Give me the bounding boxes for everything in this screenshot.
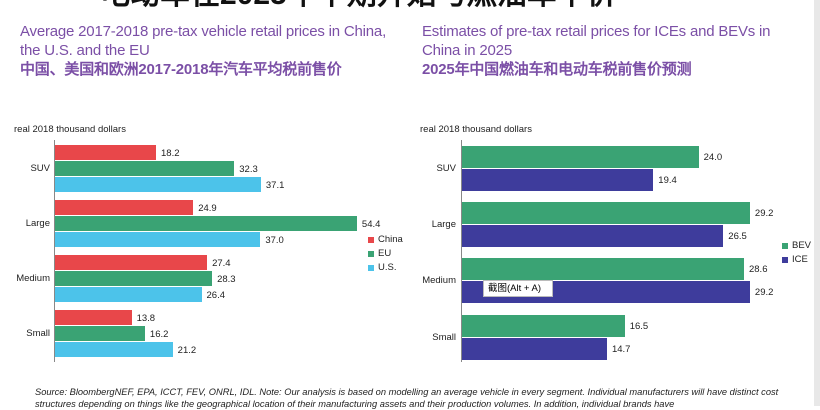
- title-en: Average 2017-2018 pre-tax vehicle retail…: [20, 23, 387, 59]
- title-en: Estimates of pre-tax retail prices for I…: [422, 23, 771, 59]
- bar-bev: [462, 202, 750, 224]
- category-label: Large: [25, 218, 50, 229]
- bar-bev: [462, 315, 625, 337]
- screenshot-tooltip: 截图(Alt + A): [483, 280, 553, 297]
- slide-header: 电动车在2025年中期开始与燃油车平价: [100, 0, 617, 12]
- legend-item: EU: [368, 248, 391, 259]
- legend-label: BEV: [792, 240, 812, 251]
- category-label: Medium: [16, 273, 50, 284]
- category-label: SUV: [436, 163, 456, 174]
- legend-item: U.S.: [368, 262, 396, 273]
- bar-us: [55, 342, 173, 357]
- right-chart-title: Estimates of pre-tax retail prices for I…: [422, 22, 807, 79]
- y-axis: [54, 140, 55, 362]
- source-note: Source: BloombergNEF, EPA, ICCT, FEV, ON…: [35, 387, 779, 409]
- category-label: Small: [26, 328, 50, 339]
- legend-label: U.S.: [378, 262, 397, 273]
- data-label: 37.0: [265, 234, 284, 246]
- bar-china: [55, 145, 156, 160]
- legend-swatch: [782, 256, 788, 263]
- data-label: 16.5: [629, 321, 649, 332]
- legend-label: EU: [378, 248, 392, 259]
- data-label: 29.2: [754, 287, 774, 298]
- bar-us: [55, 287, 202, 302]
- bar-ice: [462, 169, 654, 191]
- bar-eu: [55, 326, 145, 341]
- right-unit-label: real 2018 thousand dollars: [420, 124, 532, 135]
- legend-swatch: [368, 236, 374, 243]
- data-label: 13.8: [136, 312, 156, 324]
- bar-bev: [462, 146, 699, 168]
- category-label: Medium: [422, 275, 456, 286]
- category-label: Large: [431, 219, 456, 230]
- legend-swatch: [368, 250, 374, 257]
- category-label: Small: [432, 332, 456, 343]
- bar-china: [55, 310, 132, 325]
- legend-item: ICE: [782, 254, 808, 265]
- data-label: 54.4: [361, 218, 381, 230]
- bar-china: [55, 255, 208, 270]
- legend-label: China: [378, 234, 403, 245]
- legend-swatch: [782, 242, 788, 249]
- data-label: 26.4: [206, 289, 226, 301]
- data-label: 24.9: [198, 202, 217, 214]
- data-label: 37.1: [265, 179, 285, 191]
- legend-swatch: [368, 264, 374, 271]
- data-label: 24.0: [703, 152, 723, 163]
- y-axis: [461, 140, 462, 362]
- data-label: 28.3: [217, 273, 236, 285]
- data-label: 18.2: [161, 147, 180, 159]
- title-zh: 中国、美国和欧洲2017-2018年汽车平均税前售价: [20, 61, 342, 78]
- bar-ice: [462, 338, 607, 360]
- left-unit-label: real 2018 thousand dollars: [14, 124, 126, 135]
- bar-china: [55, 200, 194, 215]
- data-label: 29.2: [754, 208, 774, 219]
- bar-ice: [462, 225, 724, 247]
- bar-us: [55, 177, 261, 192]
- data-label: 19.4: [658, 175, 677, 186]
- legend-item: BEV: [782, 240, 811, 251]
- bar-eu: [55, 216, 357, 231]
- data-label: 32.3: [239, 163, 258, 175]
- bar-eu: [55, 271, 213, 286]
- data-label: 27.4: [212, 257, 231, 269]
- data-label: 28.6: [748, 264, 768, 275]
- legend-label: ICE: [792, 254, 808, 265]
- scrollbar[interactable]: [814, 0, 820, 406]
- left-chart-title: Average 2017-2018 pre-tax vehicle retail…: [20, 22, 405, 79]
- legend-item: China: [368, 234, 403, 245]
- data-label: 26.5: [728, 231, 747, 242]
- data-label: 21.2: [177, 344, 197, 356]
- category-label: SUV: [30, 163, 50, 174]
- bar-eu: [55, 161, 235, 176]
- data-label: 16.2: [149, 328, 169, 340]
- title-zh: 2025年中国燃油车和电动车税前售价预测: [422, 61, 692, 78]
- data-label: 14.7: [611, 344, 631, 355]
- bar-bev: [462, 258, 744, 280]
- bar-us: [55, 232, 261, 247]
